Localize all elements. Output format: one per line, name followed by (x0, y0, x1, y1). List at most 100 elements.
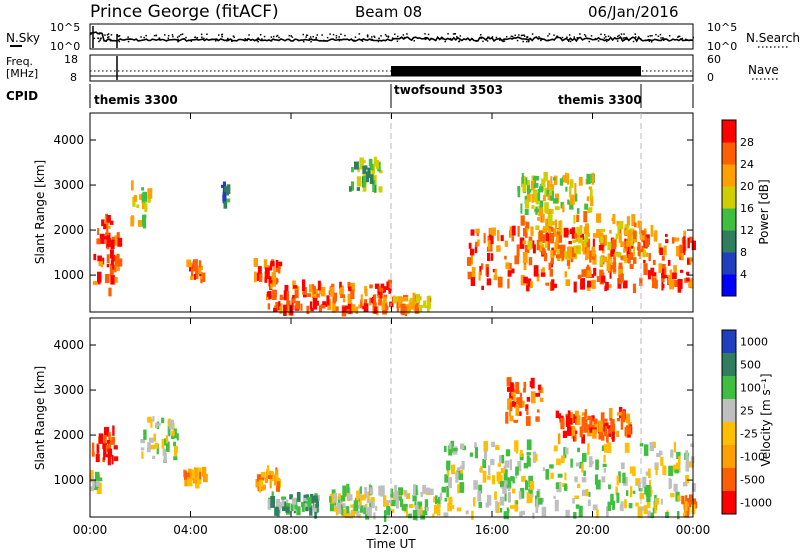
velocity-cell (506, 477, 512, 489)
velocity-cell (446, 460, 451, 471)
power-cell (661, 278, 665, 283)
power-cell (647, 238, 650, 247)
velocity-cell (562, 430, 568, 438)
noise-search-dot (586, 37, 589, 40)
velocity-cell (603, 454, 606, 463)
velocity-cell (92, 482, 95, 488)
velocity-cell (645, 485, 651, 497)
velocity-cell (686, 456, 690, 462)
velocity-cell (520, 510, 525, 515)
velocity-cell (340, 499, 343, 505)
power-cell (535, 225, 540, 230)
velocity-cell (685, 495, 688, 502)
velocity-cell (398, 487, 403, 496)
velocity-cell (185, 472, 190, 478)
velocity-cell (420, 510, 425, 520)
power-cell (663, 245, 667, 256)
power-cell (379, 291, 382, 299)
power-cell (99, 233, 105, 244)
power-cell (342, 298, 346, 303)
power-cell (106, 215, 111, 223)
x-tick-label: 12:00 (374, 523, 409, 537)
nsearch-label: N.Search (746, 31, 800, 45)
power-cell (279, 303, 283, 314)
noise-search-dot (109, 40, 112, 42)
power-cell (673, 265, 677, 273)
power-cell (279, 296, 284, 301)
velocity-cell (474, 447, 478, 459)
noise-search-dot (553, 38, 555, 41)
velocity-cell (607, 501, 611, 511)
velocity-cell (448, 445, 453, 456)
noise-search-dot (623, 39, 625, 41)
velocity-cell (364, 487, 368, 499)
velocity-cell (450, 505, 455, 509)
power-cell (141, 201, 144, 210)
power-colorbar-label: Power [dB] (757, 179, 771, 244)
power-cell (567, 199, 570, 205)
power-cell (632, 238, 638, 243)
velocity-cell (534, 453, 538, 461)
power-cell (564, 271, 567, 278)
velocity-cell (346, 483, 350, 496)
power-cell (521, 180, 526, 188)
velocity-cell (143, 429, 147, 440)
power-cell (618, 266, 624, 278)
velocity-cell (173, 428, 177, 439)
velocity-cell (196, 467, 202, 477)
power-cell (541, 178, 546, 188)
power-cell (360, 294, 363, 302)
velocity-cell (656, 452, 661, 457)
velocity-cell (611, 431, 615, 442)
velocity-cell (615, 486, 618, 496)
velocity-cell (341, 506, 344, 516)
power-cell (200, 265, 203, 271)
velocity-cell (507, 398, 512, 410)
power-cell (539, 244, 544, 253)
velocity-cell (191, 469, 195, 479)
power-cell (97, 228, 100, 235)
velocity-cell (523, 462, 528, 469)
velocity-cell (436, 503, 441, 516)
power-cell (542, 195, 546, 202)
power-cell (302, 282, 305, 292)
power-cell (569, 186, 572, 198)
power-ytick-label: 1000 (53, 268, 84, 282)
power-cell (107, 225, 111, 229)
power-cell (193, 259, 198, 271)
velocity-cell (396, 498, 399, 509)
power-cell (541, 234, 547, 243)
freq-tick-top: 18 (64, 53, 78, 66)
power-cell (524, 208, 529, 215)
velocity-cell (444, 445, 447, 452)
power-cell (490, 253, 494, 261)
velocity-cell (525, 404, 529, 412)
noise-search-dot (553, 34, 555, 36)
noise-search-dot (98, 33, 101, 35)
noise-search-dot (261, 38, 263, 40)
power-cell (97, 281, 101, 285)
velocity-cell (602, 463, 607, 468)
velocity-ytick-label: 1000 (53, 473, 84, 487)
power-cell (540, 268, 545, 273)
noise-search-dot (396, 40, 399, 42)
noise-search-dot (227, 37, 229, 40)
power-cell (546, 189, 550, 197)
velocity-cell (369, 487, 374, 495)
velocity-cell (553, 445, 558, 452)
noise-search-dot (315, 36, 317, 39)
velocity-cell (659, 450, 663, 455)
power-cell (570, 194, 575, 205)
power-cell (109, 263, 114, 276)
noise-search-dot (502, 40, 504, 43)
velocity-cell (488, 465, 491, 475)
velocity-cell (635, 502, 639, 507)
power-cell (560, 227, 563, 236)
velocity-cell (387, 507, 392, 512)
power-cell (521, 173, 524, 184)
velocity-cell (601, 476, 606, 483)
noise-search-dot (245, 39, 247, 41)
velocity-cell (378, 490, 382, 495)
noise-search-dot (270, 36, 273, 38)
velocity-cell (303, 497, 307, 502)
